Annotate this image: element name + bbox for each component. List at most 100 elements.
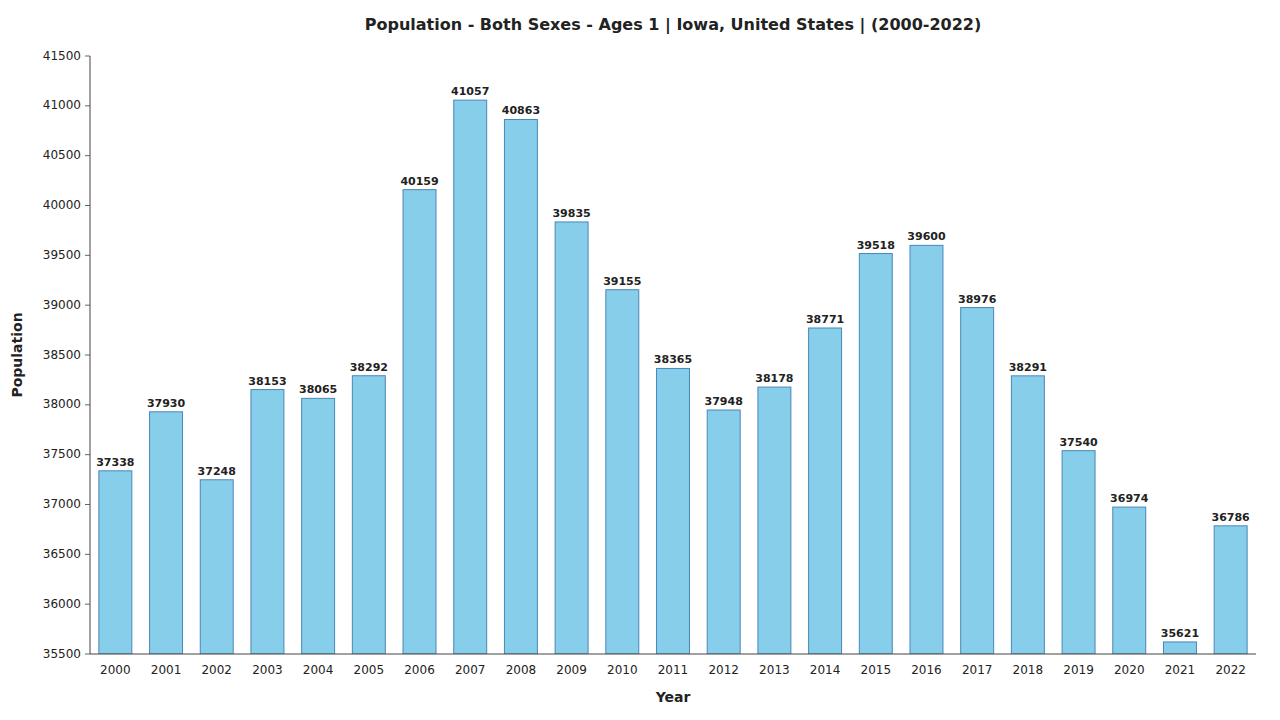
data-label: 40863 bbox=[502, 104, 540, 117]
x-axis-title: Year bbox=[655, 689, 691, 705]
data-labels: 3733837930372483815338065382924015941057… bbox=[96, 85, 1250, 640]
bar bbox=[555, 222, 588, 654]
y-tick bbox=[85, 504, 90, 505]
y-tick-label: 37000 bbox=[43, 497, 81, 511]
bar bbox=[657, 368, 690, 654]
bars bbox=[99, 100, 1247, 654]
x-tick-label: 2013 bbox=[759, 663, 790, 677]
y-tick-label: 36000 bbox=[43, 597, 81, 611]
bar bbox=[859, 254, 892, 654]
x-tick-label: 2000 bbox=[100, 663, 131, 677]
bar bbox=[1214, 526, 1247, 654]
y-tick-label: 36500 bbox=[43, 547, 81, 561]
bar bbox=[809, 328, 842, 654]
bar bbox=[758, 387, 791, 654]
x-axis-line bbox=[90, 654, 1256, 655]
y-tick-label: 35500 bbox=[43, 647, 81, 661]
x-tick-label: 2014 bbox=[810, 663, 841, 677]
y-tick-label: 39000 bbox=[43, 298, 81, 312]
y-tick bbox=[85, 205, 90, 206]
bar bbox=[150, 412, 183, 654]
y-tick bbox=[85, 355, 90, 356]
y-tick bbox=[85, 155, 90, 156]
x-tick-label: 2015 bbox=[861, 663, 892, 677]
x-tick-label: 2012 bbox=[708, 663, 739, 677]
bar bbox=[1062, 451, 1095, 654]
x-tick-label: 2008 bbox=[506, 663, 537, 677]
title: Population - Both Sexes - Ages 1 | Iowa,… bbox=[365, 15, 982, 35]
y-tick bbox=[85, 404, 90, 405]
x-tick-label: 2017 bbox=[962, 663, 993, 677]
y-axis-line bbox=[90, 56, 91, 654]
y-tick-label: 41000 bbox=[43, 98, 81, 112]
x-tick-label: 2004 bbox=[303, 663, 334, 677]
data-label: 39600 bbox=[907, 230, 946, 243]
bar bbox=[302, 398, 335, 654]
y-tick-label: 38500 bbox=[43, 348, 81, 362]
y-tick bbox=[85, 554, 90, 555]
y-tick-label: 40500 bbox=[43, 148, 81, 162]
x-tick-label: 2016 bbox=[911, 663, 942, 677]
bar bbox=[200, 480, 233, 654]
x-tick-label: 2009 bbox=[556, 663, 587, 677]
bar bbox=[606, 290, 639, 654]
data-label: 37248 bbox=[198, 465, 236, 478]
x-tick-label: 2001 bbox=[151, 663, 182, 677]
y-tick bbox=[85, 604, 90, 605]
y-tick-label: 38000 bbox=[43, 397, 81, 411]
y-tick-label: 41500 bbox=[43, 49, 81, 63]
data-label: 39518 bbox=[857, 239, 895, 252]
y-tick-label: 37500 bbox=[43, 447, 81, 461]
data-label: 38292 bbox=[350, 361, 388, 374]
data-label: 38365 bbox=[654, 353, 692, 366]
y-tick bbox=[85, 654, 90, 655]
bar bbox=[961, 308, 994, 654]
data-label: 35621 bbox=[1161, 627, 1199, 640]
x-axis: 2000 2001 2002 2003 2004 2005 2006 2007 2008 2009… bbox=[100, 663, 1246, 677]
bar bbox=[454, 100, 487, 654]
data-label: 37930 bbox=[147, 397, 186, 410]
data-label: 37540 bbox=[1059, 436, 1098, 449]
data-label: 38178 bbox=[755, 372, 793, 385]
bar bbox=[352, 376, 385, 654]
x-tick-label: 2002 bbox=[201, 663, 232, 677]
bar bbox=[910, 245, 943, 654]
x-tick-label: 2018 bbox=[1013, 663, 1044, 677]
x-tick-label: 2005 bbox=[354, 663, 385, 677]
x-tick-label: 2020 bbox=[1114, 663, 1145, 677]
bar bbox=[504, 119, 537, 654]
bar bbox=[1163, 642, 1196, 654]
x-tick-label: 2021 bbox=[1165, 663, 1196, 677]
y-tick-label: 39500 bbox=[43, 248, 81, 262]
y-axis-title: Population bbox=[9, 312, 25, 397]
data-label: 38153 bbox=[248, 375, 286, 388]
data-label: 38976 bbox=[958, 293, 997, 306]
data-label: 38291 bbox=[1009, 361, 1047, 374]
x-tick-label: 2019 bbox=[1063, 663, 1094, 677]
bar bbox=[403, 190, 436, 654]
data-label: 38065 bbox=[299, 383, 337, 396]
data-label: 38771 bbox=[806, 313, 844, 326]
data-label: 41057 bbox=[451, 85, 489, 98]
data-label: 39155 bbox=[603, 275, 641, 288]
y-tick bbox=[85, 56, 90, 57]
y-tick bbox=[85, 305, 90, 306]
x-tick-label: 2011 bbox=[658, 663, 689, 677]
y-tick bbox=[85, 255, 90, 256]
x-tick-label: 2007 bbox=[455, 663, 486, 677]
data-label: 39835 bbox=[552, 207, 590, 220]
data-label: 36974 bbox=[1110, 492, 1149, 505]
x-tick-label: 2003 bbox=[252, 663, 283, 677]
bar bbox=[1113, 507, 1146, 654]
x-tick-label: 2006 bbox=[404, 663, 435, 677]
y-axis: 35500 36000 36500 37000 37500 38000 38500 39000… bbox=[43, 49, 90, 661]
y-tick-label: 40000 bbox=[43, 198, 81, 212]
bar bbox=[251, 390, 284, 654]
x-tick-label: 2022 bbox=[1215, 663, 1246, 677]
x-tick-label: 2010 bbox=[607, 663, 638, 677]
data-label: 37948 bbox=[705, 395, 743, 408]
bar bbox=[1011, 376, 1044, 654]
data-label: 37338 bbox=[96, 456, 134, 469]
bar bbox=[707, 410, 740, 654]
y-tick bbox=[85, 105, 90, 106]
